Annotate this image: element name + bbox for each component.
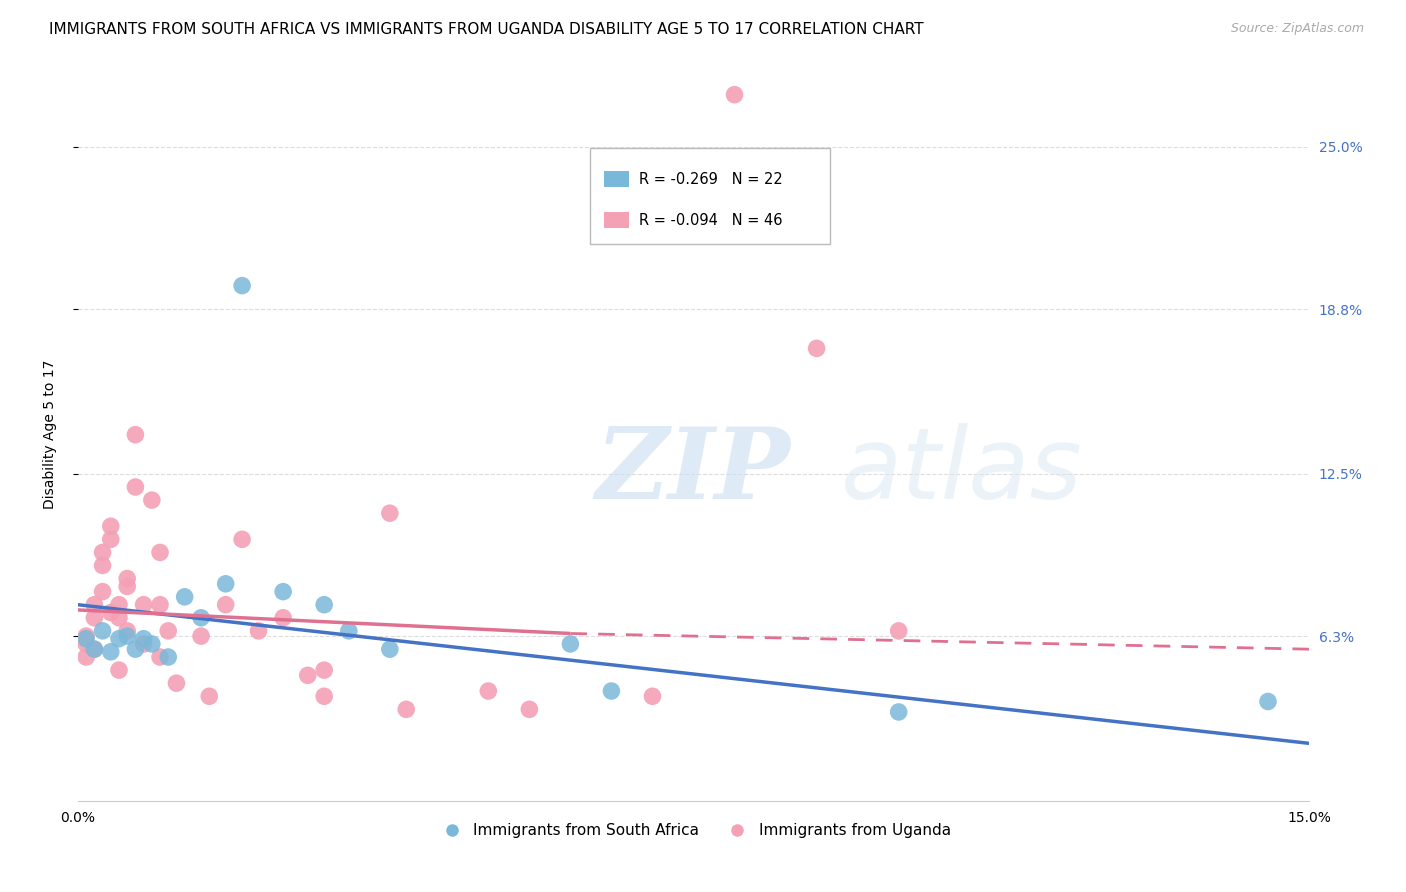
Point xyxy=(108,663,131,677)
Point xyxy=(91,558,114,573)
Point xyxy=(100,645,122,659)
Point xyxy=(100,533,122,547)
Point xyxy=(477,684,499,698)
Point xyxy=(887,705,910,719)
Point xyxy=(215,598,238,612)
Point xyxy=(231,278,253,293)
Point xyxy=(124,642,146,657)
Point xyxy=(247,624,270,638)
Point xyxy=(91,584,114,599)
Point xyxy=(91,624,114,638)
Point xyxy=(560,637,582,651)
Point xyxy=(83,642,105,657)
Point xyxy=(806,342,828,356)
Y-axis label: Disability Age 5 to 17: Disability Age 5 to 17 xyxy=(44,360,58,509)
Point xyxy=(141,493,163,508)
Text: Source: ZipAtlas.com: Source: ZipAtlas.com xyxy=(1230,22,1364,36)
Point xyxy=(297,668,319,682)
Point xyxy=(124,480,146,494)
Point xyxy=(75,632,97,646)
Point xyxy=(149,545,172,559)
Point xyxy=(1257,694,1279,708)
Point xyxy=(108,632,131,646)
Point xyxy=(132,637,155,651)
Point xyxy=(91,545,114,559)
Point xyxy=(124,427,146,442)
Point xyxy=(190,611,212,625)
Point xyxy=(314,663,336,677)
Point xyxy=(314,690,336,704)
Point xyxy=(165,676,187,690)
Point xyxy=(149,650,172,665)
Text: R = -0.094   N = 46: R = -0.094 N = 46 xyxy=(640,213,783,227)
Point xyxy=(887,624,910,638)
Text: ZIP: ZIP xyxy=(595,423,790,519)
Text: IMMIGRANTS FROM SOUTH AFRICA VS IMMIGRANTS FROM UGANDA DISABILITY AGE 5 TO 17 CO: IMMIGRANTS FROM SOUTH AFRICA VS IMMIGRAN… xyxy=(49,22,924,37)
Point xyxy=(83,642,105,657)
Point xyxy=(157,624,180,638)
Point xyxy=(641,690,664,704)
Point xyxy=(100,606,122,620)
Point xyxy=(231,533,253,547)
Point xyxy=(517,702,540,716)
Point xyxy=(173,590,195,604)
Point xyxy=(132,598,155,612)
Point xyxy=(765,166,787,180)
Text: R = -0.269   N = 22: R = -0.269 N = 22 xyxy=(640,171,783,186)
Point xyxy=(271,611,294,625)
Point xyxy=(271,584,294,599)
Point xyxy=(115,572,138,586)
Point xyxy=(378,642,401,657)
Point xyxy=(132,632,155,646)
Point xyxy=(141,637,163,651)
Text: atlas: atlas xyxy=(841,423,1083,520)
Point xyxy=(198,690,221,704)
Point xyxy=(75,650,97,665)
Point xyxy=(378,506,401,520)
Point xyxy=(115,579,138,593)
Point xyxy=(149,598,172,612)
Point xyxy=(115,629,138,643)
Point xyxy=(83,598,105,612)
Point xyxy=(108,611,131,625)
Point xyxy=(157,650,180,665)
Point xyxy=(190,629,212,643)
Point xyxy=(83,611,105,625)
Point xyxy=(100,519,122,533)
Point xyxy=(215,576,238,591)
Point xyxy=(337,624,360,638)
Point xyxy=(115,624,138,638)
Point xyxy=(723,87,745,102)
Point xyxy=(75,629,97,643)
Legend: Immigrants from South Africa, Immigrants from Uganda: Immigrants from South Africa, Immigrants… xyxy=(430,817,957,845)
Point xyxy=(75,637,97,651)
Point xyxy=(395,702,418,716)
Point xyxy=(314,598,336,612)
Point xyxy=(600,684,623,698)
Point xyxy=(108,598,131,612)
